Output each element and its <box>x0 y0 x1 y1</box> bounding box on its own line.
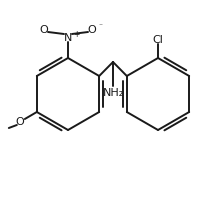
Text: +: + <box>74 30 80 39</box>
Text: ⁻: ⁻ <box>98 21 102 31</box>
Text: NH₂: NH₂ <box>102 88 124 98</box>
Text: N: N <box>64 33 72 43</box>
Text: O: O <box>40 25 48 35</box>
Text: O: O <box>88 25 96 35</box>
Text: Cl: Cl <box>153 35 163 45</box>
Text: O: O <box>16 117 24 127</box>
